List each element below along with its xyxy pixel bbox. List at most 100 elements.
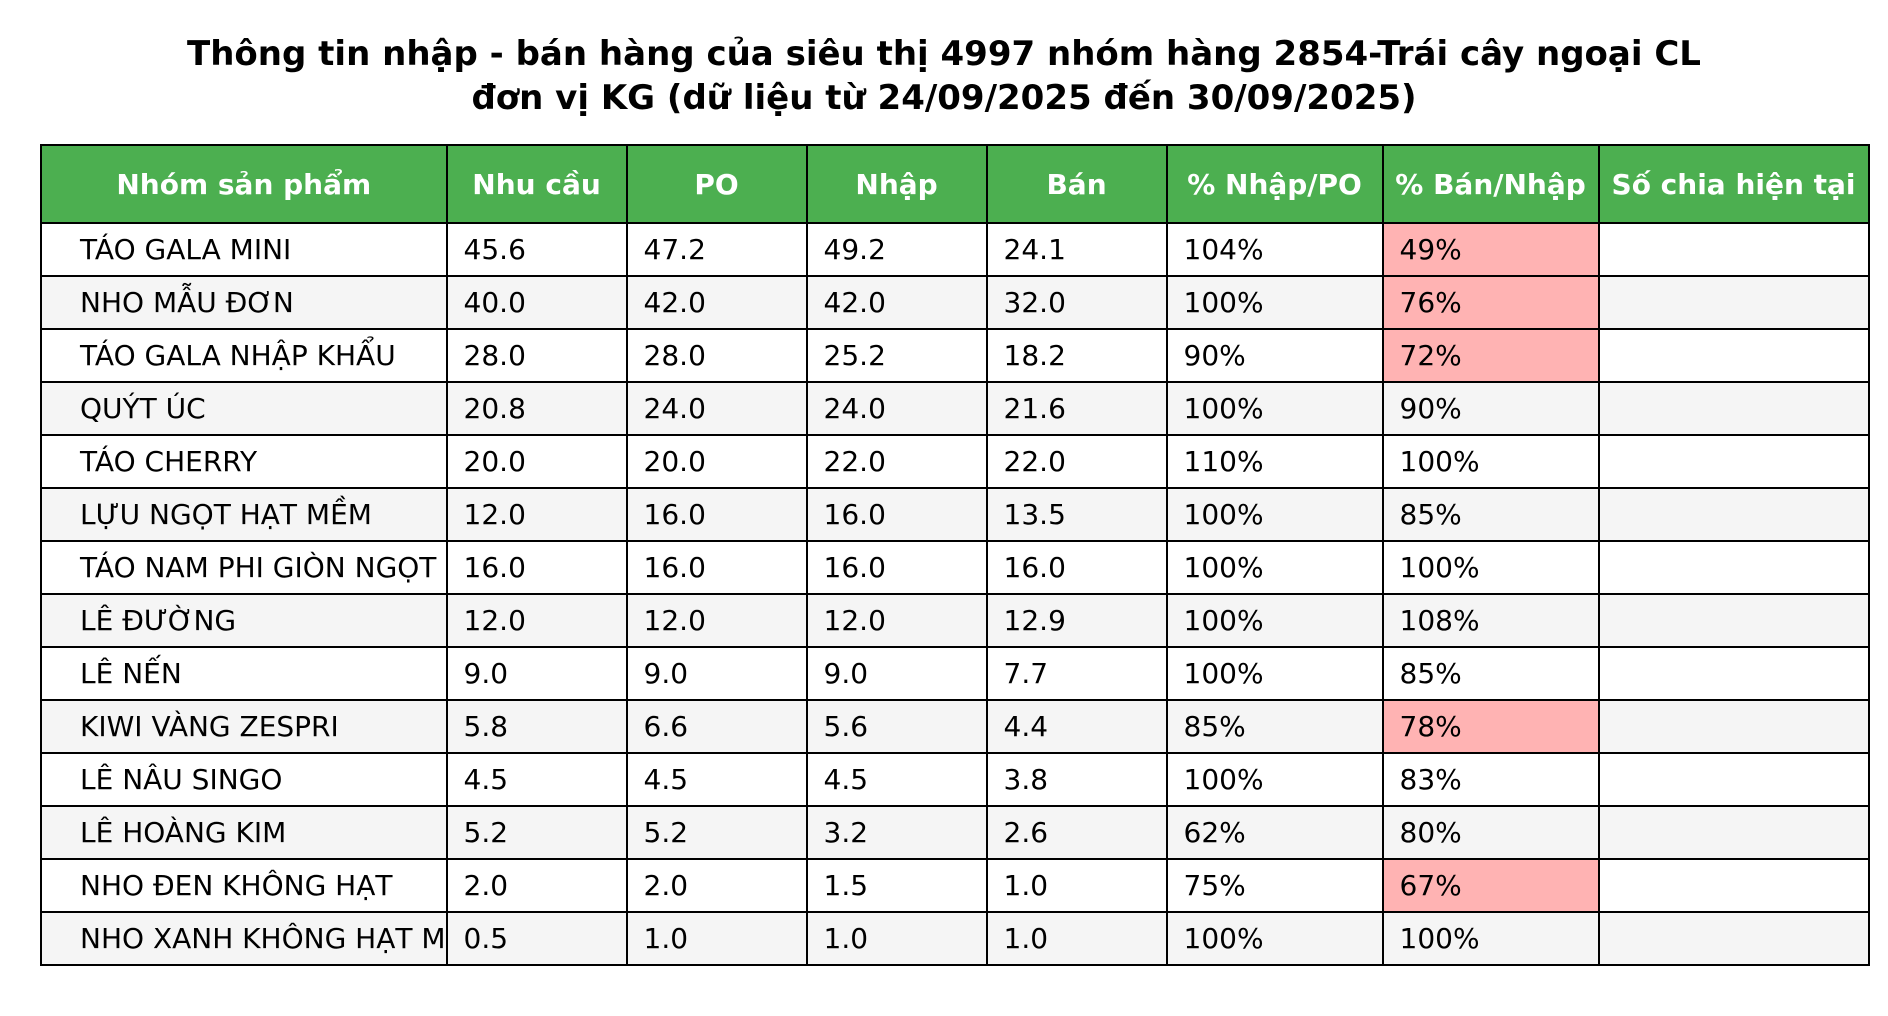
sales-cell: 24.1 bbox=[985, 222, 1168, 277]
col-header-product-group: Nhóm sản phẩm bbox=[40, 144, 448, 224]
demand-cell: 16.0 bbox=[445, 540, 628, 595]
pct-import-po-cell: 90% bbox=[1165, 328, 1384, 383]
sales-cell: 18.2 bbox=[985, 328, 1168, 383]
pct-import-po-cell: 100% bbox=[1165, 646, 1384, 701]
import-cell: 12.0 bbox=[805, 593, 988, 648]
chart-title-line-2: đơn vị KG (dữ liệu từ 24/09/2025 đến 30/… bbox=[471, 78, 1417, 118]
product-name-cell: TÁO GALA MINI bbox=[40, 222, 448, 277]
product-name-cell: NHO XANH KHÔNG HẠT M bbox=[40, 911, 448, 966]
current-divisor-cell bbox=[1597, 487, 1870, 542]
import-cell: 1.0 bbox=[805, 911, 988, 966]
table-row: TÁO NAM PHI GIÒN NGỌT 16.0 16.0 16.0 16.0 100… bbox=[40, 540, 1870, 595]
table-row: LÊ HOÀNG KIM 5.2 5.2 3.2 2.6 62% 80% bbox=[40, 805, 1870, 860]
table-row: NHO ĐEN KHÔNG HẠT 2.0 2.0 1.5 1.0 75% 67% bbox=[40, 858, 1870, 913]
sales-cell: 12.9 bbox=[985, 593, 1168, 648]
current-divisor-cell bbox=[1597, 911, 1870, 966]
import-cell: 5.6 bbox=[805, 699, 988, 754]
po-cell: 2.0 bbox=[625, 858, 808, 913]
current-divisor-cell bbox=[1597, 593, 1870, 648]
pct-import-po-cell: 75% bbox=[1165, 858, 1384, 913]
current-divisor-cell bbox=[1597, 858, 1870, 913]
current-divisor-cell bbox=[1597, 540, 1870, 595]
product-name-cell: TÁO GALA NHẬP KHẨU bbox=[40, 328, 448, 383]
pct-import-po-cell: 100% bbox=[1165, 540, 1384, 595]
product-name-cell: TÁO CHERRY bbox=[40, 434, 448, 489]
demand-cell: 12.0 bbox=[445, 593, 628, 648]
table-row: TÁO GALA NHẬP KHẨU 28.0 28.0 25.2 18.2 90% 72% bbox=[40, 328, 1870, 383]
import-cell: 9.0 bbox=[805, 646, 988, 701]
col-header-pct-import-po: % Nhập/PO bbox=[1165, 144, 1384, 224]
col-header-current-divisor: Số chia hiện tại bbox=[1597, 144, 1870, 224]
header-row: Nhóm sản phẩm Nhu cầu PO Nhập Bán % Nhập… bbox=[40, 144, 1870, 224]
table-row: KIWI VÀNG ZESPRI 5.8 6.6 5.6 4.4 85% 78% bbox=[40, 699, 1870, 754]
current-divisor-cell bbox=[1597, 805, 1870, 860]
po-cell: 6.6 bbox=[625, 699, 808, 754]
demand-cell: 12.0 bbox=[445, 487, 628, 542]
sales-cell: 4.4 bbox=[985, 699, 1168, 754]
sales-cell: 13.5 bbox=[985, 487, 1168, 542]
table-row: LỰU NGỌT HẠT MỀM 12.0 16.0 16.0 13.5 100% 85% bbox=[40, 487, 1870, 542]
demand-cell: 4.5 bbox=[445, 752, 628, 807]
pct-sales-import-cell: 90% bbox=[1381, 381, 1600, 436]
po-cell: 20.0 bbox=[625, 434, 808, 489]
sales-cell: 7.7 bbox=[985, 646, 1168, 701]
product-name-cell: LÊ HOÀNG KIM bbox=[40, 805, 448, 860]
demand-cell: 20.0 bbox=[445, 434, 628, 489]
import-cell: 49.2 bbox=[805, 222, 988, 277]
product-name-cell: NHO MẪU ĐƠN bbox=[40, 275, 448, 330]
col-header-po: PO bbox=[625, 144, 808, 224]
sales-cell: 22.0 bbox=[985, 434, 1168, 489]
current-divisor-cell bbox=[1597, 328, 1870, 383]
pct-sales-import-cell: 49% bbox=[1381, 222, 1600, 277]
pct-sales-import-cell: 85% bbox=[1381, 646, 1600, 701]
pct-import-po-cell: 110% bbox=[1165, 434, 1384, 489]
product-name-cell: LỰU NGỌT HẠT MỀM bbox=[40, 487, 448, 542]
col-header-import: Nhập bbox=[805, 144, 988, 224]
po-cell: 16.0 bbox=[625, 540, 808, 595]
import-cell: 22.0 bbox=[805, 434, 988, 489]
data-table: Nhóm sản phẩm Nhu cầu PO Nhập Bán % Nhập… bbox=[40, 144, 1870, 966]
import-cell: 42.0 bbox=[805, 275, 988, 330]
demand-cell: 2.0 bbox=[445, 858, 628, 913]
table-row: TÁO GALA MINI 45.6 47.2 49.2 24.1 104% 49% bbox=[40, 222, 1870, 277]
product-name-cell: NHO ĐEN KHÔNG HẠT bbox=[40, 858, 448, 913]
col-header-sales: Bán bbox=[985, 144, 1168, 224]
pct-sales-import-cell: 83% bbox=[1381, 752, 1600, 807]
table-row: QUÝT ÚC 20.8 24.0 24.0 21.6 100% 90% bbox=[40, 381, 1870, 436]
po-cell: 28.0 bbox=[625, 328, 808, 383]
pct-import-po-cell: 100% bbox=[1165, 487, 1384, 542]
pct-sales-import-cell: 85% bbox=[1381, 487, 1600, 542]
sales-cell: 32.0 bbox=[985, 275, 1168, 330]
product-name-cell: QUÝT ÚC bbox=[40, 381, 448, 436]
import-cell: 3.2 bbox=[805, 805, 988, 860]
pct-import-po-cell: 62% bbox=[1165, 805, 1384, 860]
product-name-cell: KIWI VÀNG ZESPRI bbox=[40, 699, 448, 754]
pct-sales-import-cell: 78% bbox=[1381, 699, 1600, 754]
pct-sales-import-cell: 72% bbox=[1381, 328, 1600, 383]
demand-cell: 28.0 bbox=[445, 328, 628, 383]
demand-cell: 20.8 bbox=[445, 381, 628, 436]
demand-cell: 40.0 bbox=[445, 275, 628, 330]
product-name-cell: LÊ NẾN bbox=[40, 646, 448, 701]
demand-cell: 0.5 bbox=[445, 911, 628, 966]
sales-cell: 16.0 bbox=[985, 540, 1168, 595]
po-cell: 4.5 bbox=[625, 752, 808, 807]
chart-title: Thông tin nhập - bán hàng của siêu thị 4… bbox=[0, 32, 1888, 120]
current-divisor-cell bbox=[1597, 434, 1870, 489]
pct-sales-import-cell: 100% bbox=[1381, 911, 1600, 966]
pct-sales-import-cell: 100% bbox=[1381, 434, 1600, 489]
col-header-demand: Nhu cầu bbox=[445, 144, 628, 224]
pct-sales-import-cell: 100% bbox=[1381, 540, 1600, 595]
po-cell: 12.0 bbox=[625, 593, 808, 648]
po-cell: 9.0 bbox=[625, 646, 808, 701]
pct-import-po-cell: 100% bbox=[1165, 911, 1384, 966]
po-cell: 24.0 bbox=[625, 381, 808, 436]
pct-import-po-cell: 100% bbox=[1165, 752, 1384, 807]
table-row: LÊ NẾN 9.0 9.0 9.0 7.7 100% 85% bbox=[40, 646, 1870, 701]
pct-sales-import-cell: 80% bbox=[1381, 805, 1600, 860]
pct-import-po-cell: 100% bbox=[1165, 593, 1384, 648]
table-row: NHO MẪU ĐƠN 40.0 42.0 42.0 32.0 100% 76% bbox=[40, 275, 1870, 330]
col-header-pct-sales-import: % Bán/Nhập bbox=[1381, 144, 1600, 224]
import-cell: 16.0 bbox=[805, 540, 988, 595]
pct-import-po-cell: 100% bbox=[1165, 275, 1384, 330]
